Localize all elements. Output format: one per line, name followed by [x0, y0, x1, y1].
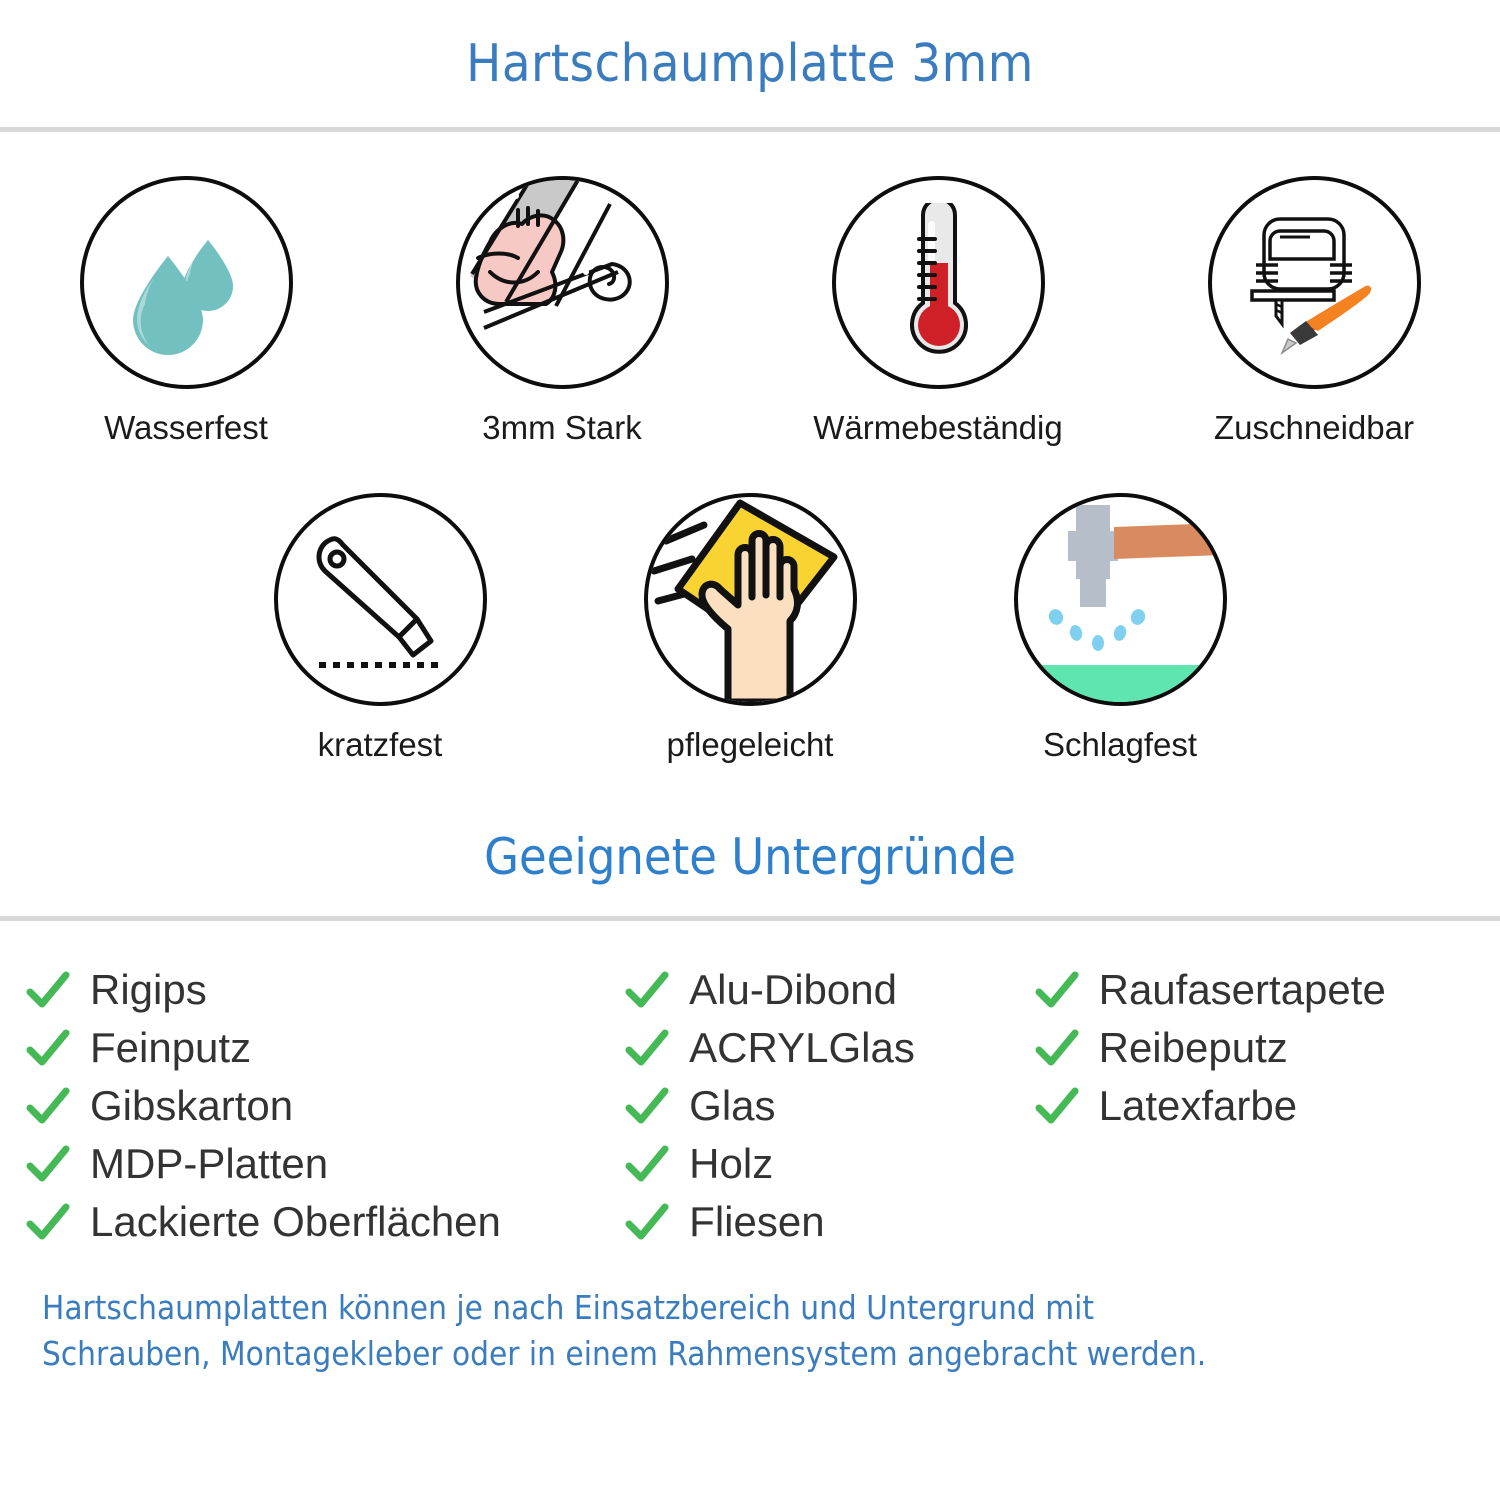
list-item: Glas — [625, 1077, 1034, 1135]
thermometer-icon — [883, 202, 993, 363]
check-icon — [625, 971, 669, 1008]
list-item: Raufasertapete — [1035, 961, 1474, 1019]
feature-row-2: kratzfest — [0, 493, 1500, 764]
feature-label: Wärmebeständig — [813, 409, 1063, 447]
feature-icon-circle — [79, 176, 293, 390]
feature-icon-circle — [273, 493, 487, 707]
list-item-label: MDP-Platten — [90, 1140, 329, 1188]
list-item-label: Latexfarbe — [1098, 1082, 1298, 1130]
jigsaw-and-cutter-icon — [1234, 203, 1394, 363]
footer-note-line-2: Schrauben, Montagekleber oder in einem R… — [42, 1333, 1207, 1373]
list-item-label: Glas — [689, 1082, 776, 1130]
check-icon — [625, 1203, 669, 1240]
substrate-column-1: Rigips Feinputz Gibskarton MDP-Platten L… — [26, 961, 625, 1251]
feature-kratzfest: kratzfest — [245, 493, 515, 764]
feature-waermebestaendig: Wärmebeständig — [803, 176, 1073, 447]
check-icon — [1035, 1029, 1079, 1066]
divider-bottom — [0, 916, 1500, 922]
list-item-label: Feinputz — [90, 1024, 252, 1072]
feature-label: pflegeleicht — [666, 726, 834, 764]
check-icon — [625, 1087, 669, 1124]
substrate-column-2: Alu-Dibond ACRYLGlas Glas Holz Fliesen — [625, 961, 1034, 1251]
list-item-label: Gibskarton — [90, 1082, 294, 1130]
feature-label: Zuschneidbar — [1214, 409, 1414, 447]
footer-note: Hartschaumplatten können je nach Einsatz… — [0, 1251, 1500, 1376]
check-icon — [625, 1029, 669, 1066]
check-icon — [26, 971, 70, 1008]
list-item: Gibskarton — [26, 1077, 625, 1135]
list-item: Rigips — [26, 961, 625, 1019]
list-item: Alu-Dibond — [625, 961, 1034, 1019]
feature-icon-circle — [455, 176, 669, 390]
feature-label: Schlagfest — [1042, 726, 1198, 764]
feature-grid: Wasserfest — [0, 132, 1500, 764]
hand-with-cloth-icon — [648, 497, 853, 703]
list-item: Latexfarbe — [1035, 1077, 1474, 1135]
substrate-column-3: Raufasertapete Reibeputz Latexfarbe — [1035, 961, 1474, 1135]
check-icon — [1035, 971, 1079, 1008]
list-item: Holz — [625, 1135, 1034, 1193]
list-item: ACRYLGlas — [625, 1019, 1034, 1077]
hammer-impact-icon — [1017, 497, 1223, 703]
list-item: MDP-Platten — [26, 1135, 625, 1193]
feature-3mm-stark: 3mm Stark — [427, 176, 697, 447]
feature-icon-circle — [643, 493, 857, 707]
check-icon — [26, 1145, 70, 1182]
list-item-label: Fliesen — [689, 1198, 825, 1246]
feature-label: 3mm Stark — [482, 409, 642, 447]
divider-top — [0, 127, 1500, 133]
check-icon — [26, 1203, 70, 1240]
flexed-arm-icon — [460, 180, 665, 385]
list-item-label: Alu-Dibond — [689, 966, 897, 1014]
page-title: Hartschaumplatte 3mm — [466, 34, 1034, 94]
feature-pflegeleicht: pflegeleicht — [615, 493, 885, 764]
list-item: Feinputz — [26, 1019, 625, 1077]
list-item-label: Lackierte Oberflächen — [90, 1198, 501, 1246]
feature-row-1: Wasserfest — [0, 176, 1500, 447]
check-icon — [625, 1145, 669, 1182]
feature-label: kratzfest — [317, 726, 443, 764]
feature-icon-circle — [1013, 493, 1227, 707]
list-item: Fliesen — [625, 1193, 1034, 1251]
feature-icon-circle — [1207, 176, 1421, 390]
list-item-label: Holz — [689, 1140, 774, 1188]
list-item-label: Rigips — [90, 966, 207, 1014]
feature-zuschneidbar: Zuschneidbar — [1179, 176, 1449, 447]
check-icon — [26, 1029, 70, 1066]
list-item: Reibeputz — [1035, 1019, 1474, 1077]
list-item-label: ACRYLGlas — [689, 1024, 915, 1072]
cutter-knife-scratch-icon — [295, 515, 465, 685]
footer-note-line-1: Hartschaumplatten können je nach Einsatz… — [42, 1288, 1095, 1328]
feature-wasserfest: Wasserfest — [51, 176, 321, 447]
feature-schlagfest: Schlagfest — [985, 493, 1255, 764]
water-drops-icon — [111, 208, 261, 358]
list-item-label: Raufasertapete — [1098, 966, 1386, 1014]
feature-label: Wasserfest — [104, 409, 268, 447]
section-subtitle: Geeignete Untergründe — [484, 828, 1016, 887]
substrate-lists: Rigips Feinputz Gibskarton MDP-Platten L… — [0, 921, 1500, 1251]
check-icon — [26, 1087, 70, 1124]
feature-icon-circle — [831, 176, 1045, 390]
list-item: Lackierte Oberflächen — [26, 1193, 625, 1251]
check-icon — [1035, 1087, 1079, 1124]
list-item-label: Reibeputz — [1098, 1024, 1288, 1072]
